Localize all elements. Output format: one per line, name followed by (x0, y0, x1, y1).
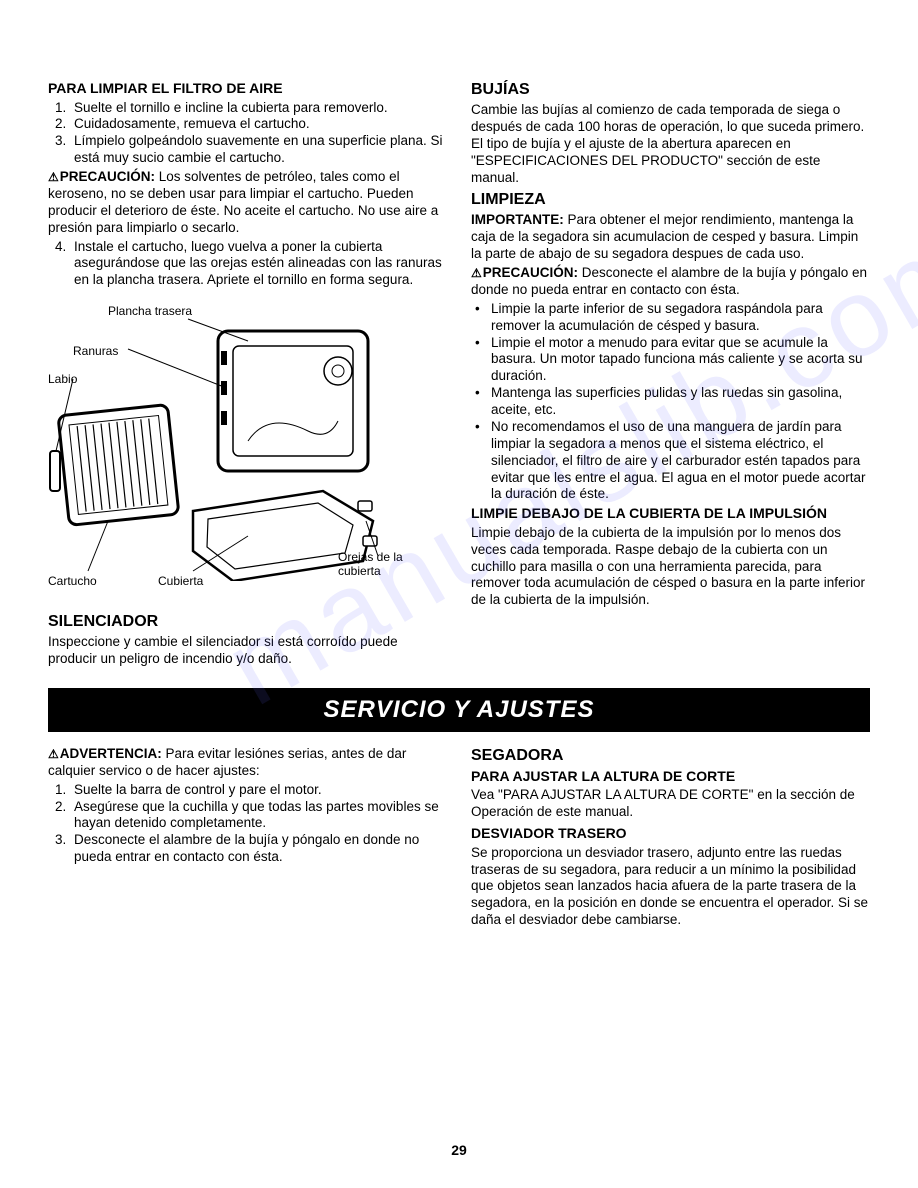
diagram-svg (48, 301, 408, 581)
bullet-2: Limpie el motor a menudo para evitar que… (489, 335, 870, 386)
label-cubierta: Cubierta (158, 574, 203, 588)
bullet-3: Mantenga las superficies pulidas y las r… (489, 385, 870, 419)
label-plancha: Plancha trasera (108, 304, 192, 318)
heading-segadora: SEGADORA (471, 746, 870, 766)
top-columns: PARA LIMPIAR EL FILTRO DE AIRE Suelte el… (48, 80, 870, 670)
label-cartucho: Cartucho (48, 574, 97, 588)
heading-bujias: BUJÍAS (471, 80, 870, 100)
advertencia-steps: Suelte la barra de control y pare el mot… (48, 782, 447, 866)
heading-desviador: DESVIADOR TRASERO (471, 825, 870, 843)
limpieza-bullets: Limpie la parte inferior de su segadora … (471, 301, 870, 504)
page-number: 29 (0, 1142, 918, 1158)
right-column: BUJÍAS Cambie las bujías al comienzo de … (471, 80, 870, 670)
label-orejas: Orejas de la cubierta (338, 550, 408, 578)
adv-step-3: Desconecte el alambre de la bujía y póng… (70, 832, 447, 866)
adv-step-2: Asegúrese que la cuchilla y que todas la… (70, 799, 447, 833)
text-limpie-debajo: Limpie debajo de la cubierta de la impul… (471, 525, 870, 609)
left-column-bottom: ADVERTENCIA: Para evitar lesiónes serias… (48, 746, 447, 931)
heading-limpieza: LIMPIEZA (471, 190, 870, 210)
steps-a: Suelte el tornillo e incline la cubierta… (48, 100, 447, 168)
section-banner: SERVICIO Y AJUSTES (48, 688, 870, 732)
bottom-columns: ADVERTENCIA: Para evitar lesiónes serias… (48, 746, 870, 931)
precaucion-limpieza: PRECAUCIÓN: Desconecte el alambre de la … (471, 265, 870, 299)
heading-silenciador: SILENCIADOR (48, 612, 447, 632)
label-labio: Labio (48, 372, 77, 386)
text-bujias: Cambie las bujías al comienzo de cada te… (471, 102, 870, 186)
bullet-4: No recomendamos el uso de una manguera d… (489, 419, 870, 503)
label-ranuras: Ranuras (73, 344, 118, 358)
precaucion-label: PRECAUCIÓN: (48, 169, 155, 184)
heading-limpie-debajo: LIMPIE DEBAJO DE LA CUBIERTA DE LA IMPUL… (471, 505, 870, 523)
precaucion-filtro: PRECAUCIÓN: Los solventes de petróleo, t… (48, 169, 447, 237)
step-a-2: Cuidadosamente, remueva el cartucho. (70, 116, 447, 133)
adv-step-1: Suelte la barra de control y pare el mot… (70, 782, 447, 799)
heading-filtro: PARA LIMPIAR EL FILTRO DE AIRE (48, 80, 447, 98)
importante-label: IMPORTANTE: (471, 212, 564, 227)
advertencia-label: ADVERTENCIA: (48, 746, 162, 761)
steps-b: Instale el cartucho, luego vuelva a pone… (48, 239, 447, 290)
step-b-1: Instale el cartucho, luego vuelva a pone… (70, 239, 447, 290)
left-column: PARA LIMPIAR EL FILTRO DE AIRE Suelte el… (48, 80, 447, 670)
step-a-1: Suelte el tornillo e incline la cubierta… (70, 100, 447, 117)
heading-ajustar-altura: PARA AJUSTAR LA ALTURA DE CORTE (471, 768, 870, 786)
step-a-3: Límpielo golpeándolo suavemente en una s… (70, 133, 447, 167)
right-column-bottom: SEGADORA PARA AJUSTAR LA ALTURA DE CORTE… (471, 746, 870, 931)
bullet-1: Limpie la parte inferior de su segadora … (489, 301, 870, 335)
importante-limpieza: IMPORTANTE: Para obtener el mejor rendim… (471, 212, 870, 263)
text-ajustar-altura: Vea "PARA AJUSTAR LA ALTURA DE CORTE" en… (471, 787, 870, 821)
advertencia-block: ADVERTENCIA: Para evitar lesiónes serias… (48, 746, 447, 780)
page-content: PARA LIMPIAR EL FILTRO DE AIRE Suelte el… (0, 0, 918, 971)
text-silenciador: Inspeccione y cambie el silenciador si e… (48, 634, 447, 668)
air-filter-diagram: Plancha trasera Ranuras Labio Cartucho C… (48, 301, 447, 584)
text-desviador: Se proporciona un desviador trasero, adj… (471, 845, 870, 929)
precaucion-label-2: PRECAUCIÓN: (471, 265, 578, 280)
